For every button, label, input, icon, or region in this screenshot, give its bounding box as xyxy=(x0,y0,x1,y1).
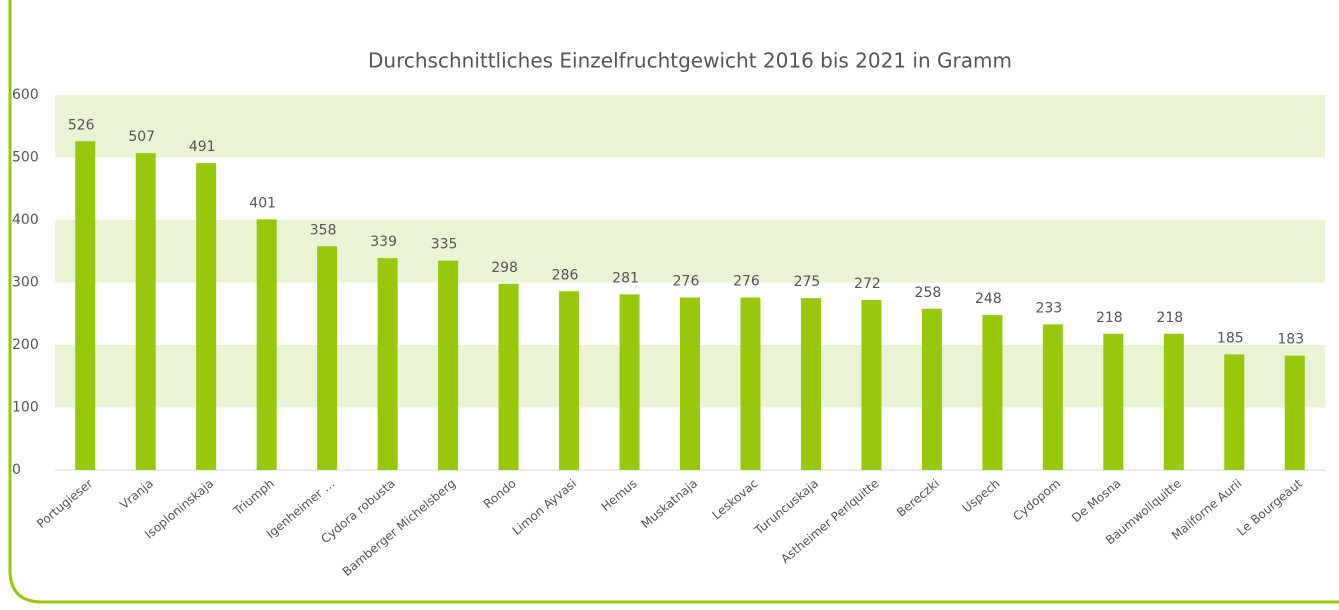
value-label: 298 xyxy=(491,260,518,276)
bar xyxy=(377,258,398,470)
x-tick-label: Portugieser xyxy=(34,476,95,531)
value-label: 258 xyxy=(915,285,942,301)
value-label: 286 xyxy=(552,267,579,283)
y-tick-label: 200 xyxy=(12,337,39,353)
x-tick-label: Muskatnaja xyxy=(639,476,701,531)
bar xyxy=(559,291,580,470)
value-label: 272 xyxy=(854,276,881,292)
bar xyxy=(317,246,338,470)
value-label: 218 xyxy=(1096,310,1123,326)
y-tick-label: 500 xyxy=(12,150,39,166)
value-label: 526 xyxy=(68,117,95,133)
bar xyxy=(921,308,942,470)
bar xyxy=(982,315,1003,470)
bar xyxy=(740,297,761,470)
bar xyxy=(75,141,96,470)
x-tick-label: Bereczki xyxy=(894,476,942,519)
bar xyxy=(1224,354,1245,470)
x-tick-label: Hemus xyxy=(599,476,640,514)
value-label: 248 xyxy=(975,291,1002,307)
bar xyxy=(498,283,519,470)
value-label: 233 xyxy=(1035,300,1062,316)
value-label: 185 xyxy=(1217,330,1244,346)
value-label: 275 xyxy=(794,274,821,290)
bar xyxy=(1284,355,1305,470)
x-tick-label: Astheimer Perlquitte xyxy=(778,476,881,566)
grid-band xyxy=(55,95,1325,158)
x-tick-label: De Mosna xyxy=(1069,476,1123,525)
y-tick-label: 0 xyxy=(12,462,21,478)
y-tick-label: 400 xyxy=(12,212,39,228)
bar xyxy=(619,294,640,470)
bar xyxy=(800,298,821,470)
value-label: 335 xyxy=(431,237,458,253)
y-tick-label: 600 xyxy=(12,87,39,103)
bar xyxy=(680,297,700,470)
bar xyxy=(1103,333,1124,470)
value-label: 276 xyxy=(673,274,700,290)
value-label: 218 xyxy=(1156,310,1183,326)
bar xyxy=(438,260,459,470)
value-label: 507 xyxy=(128,129,155,145)
bar xyxy=(196,163,217,470)
value-label: 491 xyxy=(189,139,216,155)
x-tick-label: Cydopom xyxy=(1010,476,1063,523)
value-label: 401 xyxy=(249,195,276,211)
bar xyxy=(1042,324,1063,470)
x-tick-label: Uspech xyxy=(960,476,1003,515)
x-tick-label: Le Bourgeaut xyxy=(1234,476,1305,538)
chart-title: Durchschnittliches Einzelfruchtgewicht 2… xyxy=(368,49,1012,73)
value-label: 281 xyxy=(612,270,639,286)
frame xyxy=(8,0,1339,604)
y-tick-label: 300 xyxy=(12,275,39,291)
x-tick-label: Limon Ayvasi xyxy=(510,476,580,538)
bar xyxy=(256,219,277,470)
bar xyxy=(135,153,156,470)
value-label: 339 xyxy=(370,234,397,250)
value-label: 358 xyxy=(310,222,337,238)
bar xyxy=(1163,333,1184,470)
value-label: 276 xyxy=(733,274,760,290)
y-tick-label: 100 xyxy=(12,400,39,416)
x-tick-label: Triumph xyxy=(230,476,277,518)
x-tick-label: Rondo xyxy=(481,476,519,511)
value-label: 183 xyxy=(1277,332,1304,348)
x-tick-label: Vranja xyxy=(117,476,156,512)
bar xyxy=(861,300,882,470)
x-tick-label: Bamberger Michelsberg xyxy=(340,476,459,579)
x-tick-label: Leskovac xyxy=(709,476,760,522)
